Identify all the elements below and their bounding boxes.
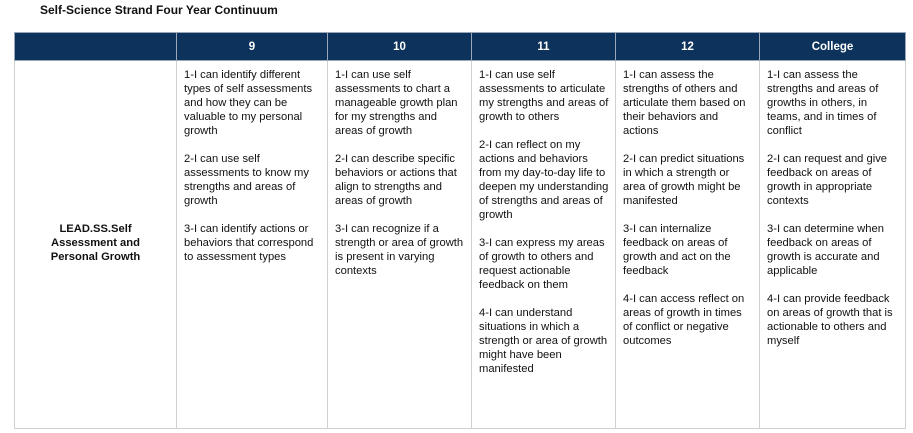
row-label: LEAD.SS.Self Assessment and Personal Gro… (14, 60, 177, 429)
statement: 4-I can provide feedback on areas of gro… (767, 293, 893, 347)
header-row: 9 10 11 12 College (14, 32, 906, 61)
statement: 1-I can use self assessments to chart a … (335, 69, 458, 137)
statement: 2-I can predict situations in which a st… (623, 153, 745, 207)
statement: 3-I can recognize if a strength or area … (335, 223, 464, 277)
statement: 2-I can reflect on my actions and behavi… (479, 139, 609, 221)
cell-grade-10: 1-I can use self assessments to chart a … (327, 60, 472, 429)
continuum-table: 9 10 11 12 College LEAD.SS.Self Assessme… (14, 32, 906, 429)
cell-grade-11: 1-I can use self assessments to articula… (471, 60, 616, 429)
statement: 4-I can access reflect on areas of growt… (623, 293, 745, 347)
header-cell-grade-11: 11 (471, 32, 616, 61)
statement: 3-I can determine when feedback on areas… (767, 223, 884, 277)
statement: 4-I can understand situations in which a… (479, 307, 608, 375)
statement: 2-I can request and give feedback on are… (767, 153, 888, 207)
statement: 3-I can express my areas of growth to ot… (479, 237, 605, 291)
statement: 3-I can internalize feedback on areas of… (623, 223, 731, 277)
statement: 3-I can identify actions or behaviors th… (184, 223, 314, 263)
statement: 1-I can assess the strengths and areas o… (767, 69, 879, 137)
statement: 1-I can assess the strengths of others a… (623, 69, 746, 137)
header-cell-grade-9: 9 (176, 32, 328, 61)
header-cell-grade-10: 10 (327, 32, 472, 61)
document-title: Self-Science Strand Four Year Continuum (40, 3, 278, 17)
table-row: LEAD.SS.Self Assessment and Personal Gro… (14, 60, 906, 429)
header-cell-blank (14, 32, 177, 61)
statement: 1-I can identify different types of self… (184, 69, 313, 137)
statement: 2-I can use self assessments to know my … (184, 153, 309, 207)
cell-college: 1-I can assess the strengths and areas o… (759, 60, 906, 429)
header-cell-college: College (759, 32, 906, 61)
cell-grade-12: 1-I can assess the strengths of others a… (615, 60, 760, 429)
cell-grade-9: 1-I can identify different types of self… (176, 60, 328, 429)
statement: 2-I can describe specific behaviors or a… (335, 153, 457, 207)
header-cell-grade-12: 12 (615, 32, 760, 61)
statement: 1-I can use self assessments to articula… (479, 69, 609, 123)
